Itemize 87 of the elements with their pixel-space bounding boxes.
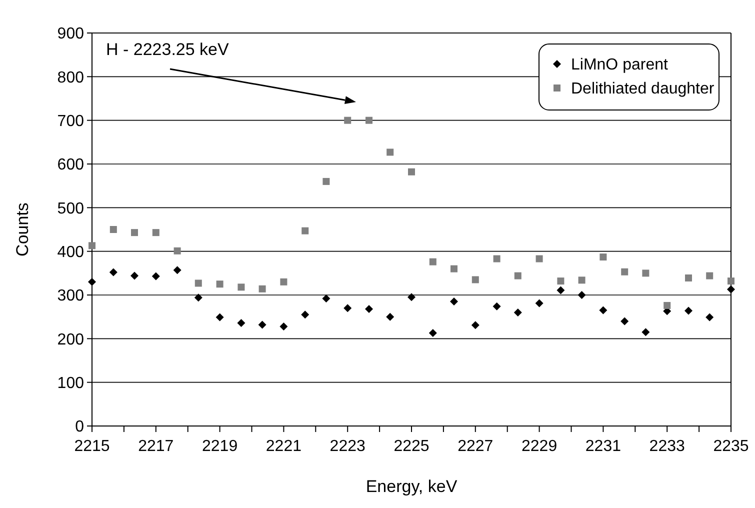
y-tick-label: 800 bbox=[57, 69, 84, 86]
point bbox=[408, 293, 416, 302]
point bbox=[578, 276, 586, 284]
point bbox=[152, 229, 160, 236]
point bbox=[344, 304, 352, 312]
x-tick-label: 2233 bbox=[649, 438, 685, 455]
point bbox=[408, 168, 415, 176]
point bbox=[110, 226, 117, 233]
point bbox=[152, 272, 160, 280]
y-tick-label: 300 bbox=[57, 288, 84, 305]
x-tick-label: 2217 bbox=[138, 438, 174, 455]
x-tick-label: 2223 bbox=[330, 438, 366, 455]
point bbox=[216, 280, 224, 288]
point bbox=[88, 278, 96, 286]
point bbox=[472, 276, 479, 284]
y-tick-label: 0 bbox=[75, 418, 84, 436]
point bbox=[322, 294, 330, 302]
point bbox=[578, 291, 586, 299]
point bbox=[642, 270, 650, 277]
point bbox=[556, 286, 565, 294]
point bbox=[428, 328, 437, 337]
x-axis-title: Energy, keV bbox=[366, 477, 458, 496]
y-tick-label: 200 bbox=[57, 331, 84, 348]
x-tick-label: 2215 bbox=[74, 438, 110, 455]
x-tick-label: 2221 bbox=[266, 438, 302, 455]
point bbox=[173, 266, 182, 274]
point bbox=[238, 284, 245, 291]
y-tick-label: 400 bbox=[57, 244, 84, 261]
point bbox=[493, 255, 500, 262]
point bbox=[237, 318, 246, 327]
x-tick-label: 2229 bbox=[522, 438, 558, 455]
point bbox=[685, 274, 692, 282]
point bbox=[684, 306, 693, 315]
legend-label: Delithiated daughter bbox=[571, 80, 715, 98]
point bbox=[258, 285, 266, 292]
y-tick-label: 700 bbox=[57, 112, 84, 130]
point bbox=[301, 310, 310, 319]
x-tick-label: 2227 bbox=[458, 438, 494, 455]
y-axis-title: Counts bbox=[13, 202, 32, 256]
point bbox=[450, 265, 458, 272]
point bbox=[664, 302, 671, 309]
point bbox=[557, 278, 564, 285]
point bbox=[706, 313, 714, 322]
point bbox=[536, 255, 543, 262]
point bbox=[620, 317, 629, 326]
x-tick-label: 2231 bbox=[585, 438, 622, 455]
point bbox=[600, 254, 607, 261]
point bbox=[194, 280, 202, 287]
point bbox=[174, 247, 181, 254]
x-tick-label: 2219 bbox=[202, 438, 238, 455]
point bbox=[344, 116, 352, 124]
annotation: H - 2223.25 keV bbox=[106, 40, 230, 59]
point bbox=[514, 272, 522, 280]
point bbox=[280, 322, 288, 330]
point bbox=[727, 285, 735, 294]
point bbox=[216, 313, 224, 322]
point bbox=[706, 272, 714, 280]
point bbox=[386, 312, 394, 321]
y-tick-label: 900 bbox=[57, 26, 84, 43]
point bbox=[621, 268, 628, 276]
point bbox=[366, 116, 373, 124]
point bbox=[492, 302, 501, 310]
point bbox=[302, 227, 309, 234]
point bbox=[535, 299, 544, 308]
point bbox=[450, 298, 458, 306]
point bbox=[429, 258, 436, 266]
point bbox=[386, 148, 394, 156]
point bbox=[642, 328, 650, 336]
point bbox=[471, 321, 480, 330]
x-tick-label: 2225 bbox=[394, 438, 430, 455]
point bbox=[365, 304, 374, 313]
point bbox=[109, 268, 118, 276]
point bbox=[728, 278, 734, 285]
y-tick-label: 100 bbox=[57, 374, 84, 392]
legend-label: LiMnO parent bbox=[571, 56, 668, 74]
point bbox=[130, 229, 138, 236]
point bbox=[322, 178, 330, 185]
point bbox=[130, 272, 138, 280]
x-tick-label: 2235 bbox=[713, 438, 749, 455]
point bbox=[88, 242, 96, 250]
point bbox=[280, 278, 288, 286]
point bbox=[514, 308, 522, 316]
point bbox=[599, 306, 608, 314]
y-tick-label: 500 bbox=[57, 200, 84, 218]
point bbox=[258, 320, 266, 329]
y-tick-label: 600 bbox=[57, 156, 84, 174]
point bbox=[194, 294, 202, 302]
